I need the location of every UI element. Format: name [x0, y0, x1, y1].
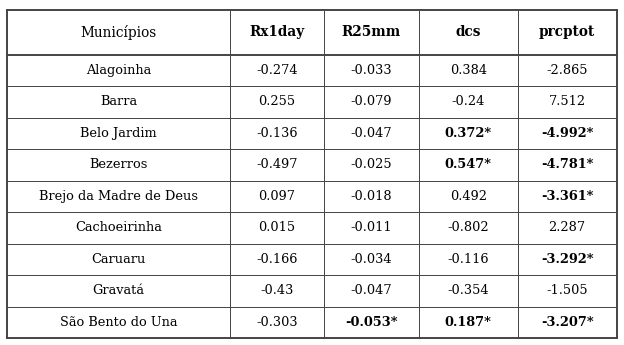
Text: -0.136: -0.136 [256, 127, 298, 140]
Text: Belo Jardim: Belo Jardim [80, 127, 157, 140]
Text: prcptot: prcptot [539, 26, 595, 39]
Text: 0.547*: 0.547* [445, 158, 492, 171]
Text: Gravatá: Gravatá [92, 284, 145, 297]
Text: São Bento do Una: São Bento do Una [60, 316, 177, 329]
Text: 0.015: 0.015 [258, 221, 296, 234]
Text: 0.255: 0.255 [258, 95, 296, 108]
Text: Brejo da Madre de Deus: Brejo da Madre de Deus [39, 190, 198, 203]
Text: -0.047: -0.047 [351, 284, 392, 297]
Text: -0.802: -0.802 [447, 221, 489, 234]
Text: -3.361*: -3.361* [541, 190, 593, 203]
Text: 0.492: 0.492 [450, 190, 487, 203]
Text: -1.505: -1.505 [547, 284, 588, 297]
Text: -0.011: -0.011 [351, 221, 392, 234]
Text: -0.354: -0.354 [447, 284, 489, 297]
Text: -0.047: -0.047 [351, 127, 392, 140]
Text: -0.018: -0.018 [351, 190, 392, 203]
Text: -0.274: -0.274 [256, 64, 298, 77]
Text: Municípios: Municípios [80, 25, 157, 40]
Text: Bezerros: Bezerros [89, 158, 148, 171]
Text: -3.292*: -3.292* [541, 253, 593, 266]
Text: -0.43: -0.43 [260, 284, 294, 297]
Text: -0.033: -0.033 [351, 64, 392, 77]
Text: dcs: dcs [456, 26, 481, 39]
Text: 7.512: 7.512 [548, 95, 586, 108]
Text: -3.207*: -3.207* [541, 316, 593, 329]
Text: -2.865: -2.865 [547, 64, 588, 77]
Text: -0.025: -0.025 [351, 158, 392, 171]
Text: -0.497: -0.497 [256, 158, 298, 171]
Text: -0.303: -0.303 [256, 316, 298, 329]
Text: 0.372*: 0.372* [445, 127, 492, 140]
Text: 0.187*: 0.187* [445, 316, 492, 329]
Text: R25mm: R25mm [342, 26, 401, 39]
Text: -0.079: -0.079 [351, 95, 392, 108]
Text: 0.384: 0.384 [450, 64, 487, 77]
Text: Cachoeirinha: Cachoeirinha [76, 221, 162, 234]
Text: -0.24: -0.24 [452, 95, 485, 108]
Text: Rx1day: Rx1day [250, 26, 305, 39]
Text: -0.116: -0.116 [447, 253, 489, 266]
Text: -0.053*: -0.053* [345, 316, 397, 329]
Text: 0.097: 0.097 [258, 190, 296, 203]
Text: Alagoinha: Alagoinha [86, 64, 151, 77]
Text: -4.992*: -4.992* [541, 127, 593, 140]
Text: Barra: Barra [100, 95, 137, 108]
Text: 2.287: 2.287 [548, 221, 586, 234]
Text: -0.166: -0.166 [256, 253, 298, 266]
Text: -4.781*: -4.781* [541, 158, 593, 171]
Text: -0.034: -0.034 [351, 253, 392, 266]
Text: Caruaru: Caruaru [92, 253, 146, 266]
